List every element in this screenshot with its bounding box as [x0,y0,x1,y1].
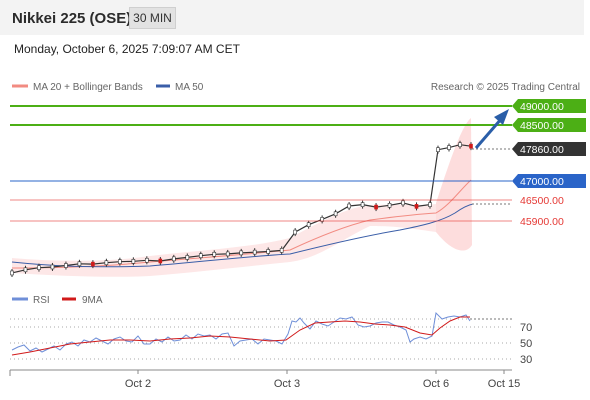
source-credit: Research © 2025 Trading Central [431,82,580,93]
chart-header [0,0,584,35]
candle-body [118,259,122,264]
bollinger-band-expansion [436,118,472,251]
candle-body [279,248,284,253]
candle-body [104,260,109,266]
rsi-label-30: 30 [520,354,532,366]
ma9-legend-label: 9MA [82,295,103,306]
candle-body [10,270,14,276]
candle-body [131,259,136,264]
candle-body [374,204,378,210]
tag-47000: 47000.00 [512,174,586,188]
candle-body [266,249,270,254]
label-45900: 45900.00 [520,216,564,228]
candles-group [10,140,473,277]
candle-body [185,255,190,260]
bollinger-band [12,204,436,277]
rsi-label-70: 70 [520,322,532,334]
candle-body [414,204,419,209]
candle-body [198,253,203,258]
svg-text:47000.00: 47000.00 [520,176,564,188]
tag-49000: 49000.00 [512,99,586,113]
projection-arrowhead [494,109,509,125]
svg-text:48500.00: 48500.00 [520,120,564,132]
ma50-line [11,203,474,268]
tag-last-price: 47860.00 [512,142,586,156]
candle-body [77,261,82,267]
ma20-legend-label: MA 20 + Bollinger Bands [33,82,143,93]
candle-body [37,265,41,270]
tag-48500: 48500.00 [512,118,586,132]
svg-text:47860.00: 47860.00 [520,144,564,156]
candle-body [212,251,217,257]
rsi-legend-label: RSI [33,295,50,306]
label-46500: 46500.00 [520,195,564,207]
candle-body [469,143,473,149]
rsi-line [11,311,471,353]
projection-arrow [474,117,504,149]
svg-text:49000.00: 49000.00 [520,101,564,113]
candle-body [428,202,432,207]
timeframe-button[interactable]: 30 MIN [129,7,176,29]
candle-body [145,257,149,263]
candle-body [360,202,365,207]
candle-body [172,256,176,262]
chart-datetime: Monday, October 6, 2025 7:09:07 AM CET [14,42,240,56]
rsi-label-50: 50 [520,338,532,350]
candle-body [333,211,338,217]
price-line [11,144,472,274]
ma50-legend-label: MA 50 [175,82,204,93]
ma9-line [11,316,470,356]
candle-body [306,222,311,227]
candle-body [50,264,55,270]
candle-body [458,142,462,148]
candle-body [23,267,28,273]
candle-body [239,250,244,256]
x-label-oct2: Oct 2 [125,378,151,390]
candle-body [436,147,440,152]
candle-body [293,229,297,235]
candle-body [447,145,451,150]
candle-body [401,200,405,206]
candle-body [225,251,230,257]
candle-body [64,263,68,268]
candle-body [158,258,163,264]
candle-body [387,203,392,208]
candle-body [252,249,257,255]
instrument-title: Nikkei 225 (OSE) [12,10,132,27]
x-label-oct3: Oct 3 [274,378,300,390]
candle-body [91,261,95,267]
x-label-oct6: Oct 6 [423,378,449,390]
x-label-oct15: Oct 15 [488,378,520,390]
candle-body [347,203,351,209]
